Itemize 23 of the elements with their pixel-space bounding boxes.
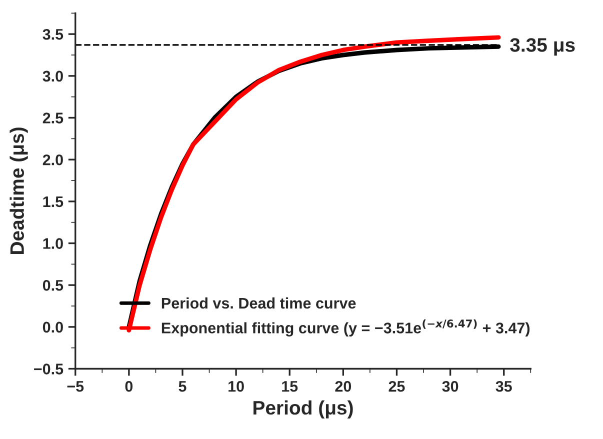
x-tick-label: 25 — [388, 380, 405, 392]
y-axis-title: Deadtime (μs) — [10, 128, 28, 254]
y-tick-label: 1.5 — [43, 196, 64, 208]
x-tick-label: 30 — [442, 380, 458, 392]
y-tick-label: 3.5 — [42, 28, 64, 40]
x-tick-label: 0 — [125, 380, 133, 392]
x-tick-label: 5 — [178, 381, 186, 392]
y-tick-label: 2.5 — [42, 112, 64, 124]
y-tick-label: 0.5 — [42, 280, 64, 291]
x-axis-title: Period (μs) — [254, 400, 353, 418]
y-tick-label: 3.0 — [42, 70, 63, 82]
y-tick-label: 1.0 — [43, 238, 63, 249]
legend-label: Period vs. Dead time curve — [162, 297, 356, 309]
legend-label: Exponential fitting curve (y = −3.51e$^{(−x/6.47)}$ + 3.47) — [162, 319, 530, 337]
y-tick-label: 0.0 — [42, 322, 63, 333]
annotation: 3.35 μs — [510, 38, 575, 56]
y-tick-label: 2.0 — [42, 154, 63, 166]
x-tick-label: 10 — [228, 380, 244, 392]
x-tick-label: 20 — [335, 380, 352, 392]
x-tick-label: 35 — [496, 380, 512, 392]
y-tick-label: −0.5 — [34, 364, 64, 374]
x-tick-label: −5 — [67, 381, 84, 392]
x-tick-label: 15 — [282, 381, 298, 392]
